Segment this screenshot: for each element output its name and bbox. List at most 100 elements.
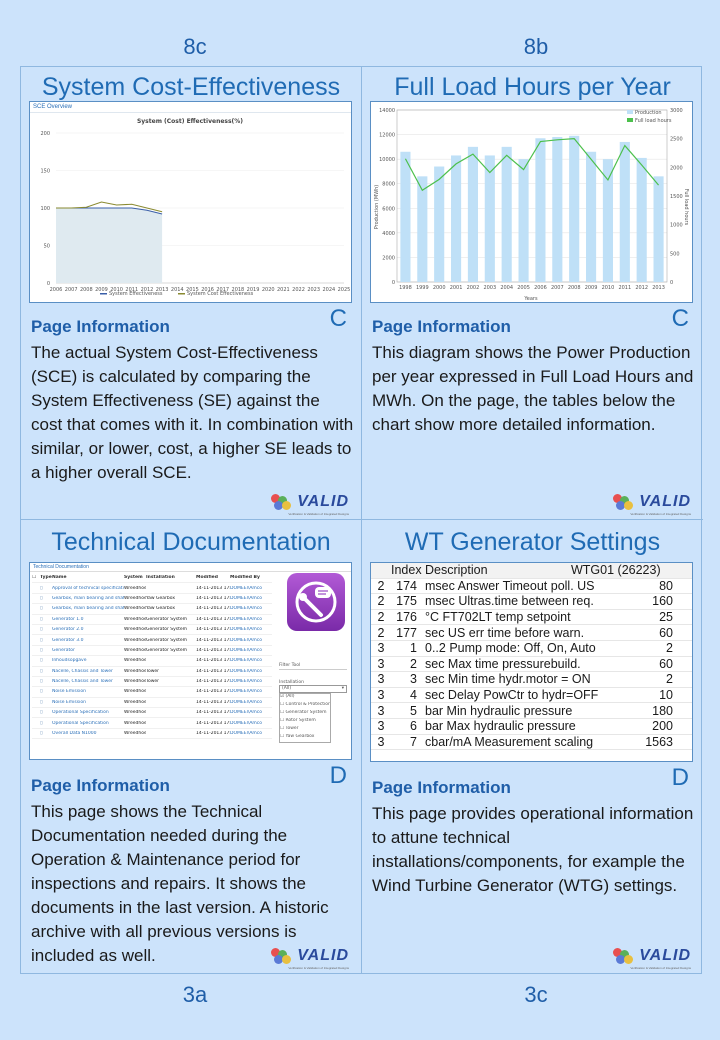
table-row[interactable]: ▯ Overall Data N1000 Wreedhoek 14-11-2013 1… bbox=[32, 729, 272, 740]
table-row[interactable]: ▯ Gearbox, main bearing and shaftWreedhoe… bbox=[32, 604, 272, 615]
doc-name-link[interactable]: Gearbox, main bearing and shaft bbox=[52, 606, 124, 612]
valid-logo: VALID Verification & Validation of Integ… bbox=[613, 493, 691, 516]
valid-logo: VALID Verification & Validation of Integ… bbox=[271, 947, 349, 970]
x-tick-label: 2007 bbox=[65, 287, 78, 293]
x-axis-label: Years bbox=[523, 296, 538, 302]
column-header[interactable]: Type bbox=[40, 575, 52, 581]
table-row[interactable]: ▯ Generator 1.0 WreedhoekGenerator System 1… bbox=[32, 615, 272, 625]
system-cell: Wreedhoek bbox=[124, 668, 146, 674]
table-row[interactable]: ▯ Approval of technical specification Wree… bbox=[32, 583, 272, 594]
checkbox[interactable]: ☐ bbox=[280, 710, 286, 715]
group-cell: 3 bbox=[377, 656, 385, 671]
filter-option[interactable]: ☑ (All) bbox=[280, 694, 330, 702]
column-header[interactable]: Installation bbox=[146, 575, 175, 581]
installation-cell: Generator System bbox=[146, 647, 188, 653]
table-row[interactable]: ▯ Operational Specification Wreedhoek 14-11… bbox=[32, 718, 272, 729]
filter-option[interactable]: ☐ Tower bbox=[280, 726, 330, 734]
techdoc-tab[interactable]: Technical Documentation bbox=[30, 563, 351, 572]
x-tick-label: 2004 bbox=[500, 285, 513, 291]
table-row[interactable]: ▯ Generator WreedhoekGenerator System 14-11… bbox=[32, 646, 272, 657]
doc-name-link[interactable]: Nacelle, Chassis and Tower bbox=[52, 668, 113, 674]
x-tick-label: 2022 bbox=[292, 287, 305, 293]
valid-logo-icon bbox=[613, 494, 635, 510]
filter-option[interactable]: ☐ Rotor System bbox=[280, 718, 330, 726]
modified-cell: 14-11-2013 17:44 bbox=[196, 627, 230, 633]
doc-name-link[interactable]: Noise Emission bbox=[52, 689, 86, 695]
document-icon: ▯ bbox=[40, 647, 43, 653]
checkbox[interactable]: ☐ bbox=[280, 734, 286, 739]
x-tick-label: 2016 bbox=[201, 287, 214, 293]
modified-cell: 14-11-2013 17:41 bbox=[196, 720, 230, 726]
panel-wt-generator-settings: WT Generator Settings Index Description … bbox=[362, 520, 703, 973]
installation-select[interactable]: (All) ▾ bbox=[279, 685, 347, 693]
modified-by-cell: DOMEEl\Amco bbox=[230, 616, 263, 622]
checkbox[interactable]: ☐ bbox=[32, 575, 37, 581]
column-header[interactable]: Modified bbox=[196, 575, 218, 581]
index-cell: 177 bbox=[396, 625, 417, 640]
sce-chart: System (Cost) Effectiveness(%) 0 50 100 150… bbox=[40, 118, 350, 297]
table-row[interactable]: ▯ Generator 3.0 WreedhoekGenerator System 1… bbox=[32, 635, 272, 646]
table-row: 3 6 bar Max hydraulic pressure 200 bbox=[371, 719, 692, 735]
table-row[interactable]: ▯ Noise Emission Wreedhoek 14-11-2013 17:41… bbox=[32, 698, 272, 709]
doc-name-link[interactable]: Generator 3.0 bbox=[52, 637, 84, 643]
filter-option[interactable]: ☐ Yaw Gearbox bbox=[280, 734, 330, 742]
table-row[interactable]: ▯ Generator 2.0 WreedhoekGenerator System 1… bbox=[32, 625, 272, 636]
checkbox[interactable]: ☑ bbox=[280, 694, 286, 699]
doc-name-link[interactable]: Approval of technical specification bbox=[52, 585, 124, 591]
filter-tool: Filter Tool Installation (All) ▾ ☑ (All)… bbox=[279, 663, 347, 743]
column-header: WTG01 (26223) bbox=[571, 563, 661, 578]
table-row[interactable]: ▯ Inhoudsopgave Wreedhoek 14-11-2013 17:41D… bbox=[32, 656, 272, 667]
chevron-down-icon: ▾ bbox=[341, 686, 344, 691]
doc-name-link[interactable]: Gearbox, main bearing and shaft bbox=[52, 595, 124, 601]
modified-cell: 14-11-2013 17:44 bbox=[196, 616, 230, 622]
table-row[interactable]: ▯ Nacelle, Chassis and Tower WreedhoekTowe… bbox=[32, 667, 272, 677]
column-header[interactable]: Name bbox=[52, 575, 67, 581]
table-row[interactable]: ▯ Nacelle, Chassis and Tower WreedhoekTowe… bbox=[32, 677, 272, 688]
doc-name-link[interactable]: Generator 2.0 bbox=[52, 627, 84, 633]
modified-by-cell: DOMEEl\Amco bbox=[230, 689, 263, 695]
select-value: (All) bbox=[282, 686, 292, 691]
checkbox[interactable]: ☐ bbox=[280, 702, 286, 707]
modified-by-cell: DOMEEl\Amco bbox=[230, 679, 263, 685]
x-tick-label: 2012 bbox=[141, 287, 154, 293]
modified-by-cell: DOMEEl\Amco bbox=[230, 699, 263, 705]
description-cell: sec US err time before warn. bbox=[425, 625, 585, 640]
x-tick-label: 2003 bbox=[483, 285, 496, 291]
checkbox[interactable]: ☐ bbox=[280, 718, 286, 723]
filter-option[interactable]: ☐ Control & Protection Sys bbox=[280, 702, 330, 710]
filter-option[interactable]: ☐ Generator System bbox=[280, 710, 330, 718]
table-row[interactable]: ▯ Noise Emission Wreedhoek 14-11-2013 17:41… bbox=[32, 687, 272, 698]
value-cell: 60 bbox=[659, 625, 673, 640]
doc-name-link[interactable]: Operational Specification bbox=[52, 710, 109, 716]
flh-screenshot: 0 2000 4000 6000 8000 10000 12000 14000 0 500 1000… bbox=[370, 101, 693, 303]
doc-name-link[interactable]: Operational Specification bbox=[52, 720, 109, 726]
doc-name-link[interactable]: Generator bbox=[52, 647, 75, 653]
modified-by-cell: DOMEEl\Amco bbox=[230, 585, 263, 591]
value-cell: 25 bbox=[659, 610, 673, 625]
bar bbox=[417, 176, 428, 282]
table-row[interactable]: ▯ Operational Specification Wreedhoek 14-11… bbox=[32, 708, 272, 719]
info-heading: Page Information bbox=[31, 776, 170, 795]
modified-cell: 14-11-2013 17:44 bbox=[196, 606, 230, 612]
table-row[interactable]: ▯ Gearbox, main bearing and shaftWreedhoe… bbox=[32, 594, 272, 605]
system-cell: Wreedhoek bbox=[124, 699, 146, 705]
group-cell: 3 bbox=[377, 703, 385, 718]
flh-chart: 0 2000 4000 6000 8000 10000 12000 14000 0 500 1000… bbox=[374, 108, 689, 302]
doc-name-link[interactable]: Inhoudsopgave bbox=[52, 658, 87, 664]
doc-name-link[interactable]: Noise Emission bbox=[52, 699, 86, 705]
checkbox[interactable]: ☐ bbox=[280, 726, 286, 731]
description-cell: sec Delay PowCtr to hydr=OFF bbox=[425, 688, 599, 703]
installation-options: ☑ (All)☐ Control & Protection Sys☐ Gener… bbox=[279, 693, 331, 743]
document-icon: ▯ bbox=[40, 595, 43, 601]
column-header[interactable]: System bbox=[124, 575, 143, 581]
bar bbox=[636, 157, 647, 282]
modified-cell: 14-11-2013 17:41 bbox=[196, 658, 230, 664]
doc-name-link[interactable]: Overall Data N1000 bbox=[52, 731, 97, 737]
doc-name-link[interactable]: Generator 1.0 bbox=[52, 616, 84, 622]
panel-letter: C bbox=[329, 305, 347, 332]
doc-name-link[interactable]: Nacelle, Chassis and Tower bbox=[52, 679, 113, 685]
y-tick-label: 14000 bbox=[379, 108, 395, 114]
x-tick-label: 2020 bbox=[262, 287, 275, 293]
table-row: 2 176 °C FT702LT temp setpoint 25 bbox=[371, 610, 692, 626]
column-header[interactable]: Modified By bbox=[230, 575, 260, 581]
